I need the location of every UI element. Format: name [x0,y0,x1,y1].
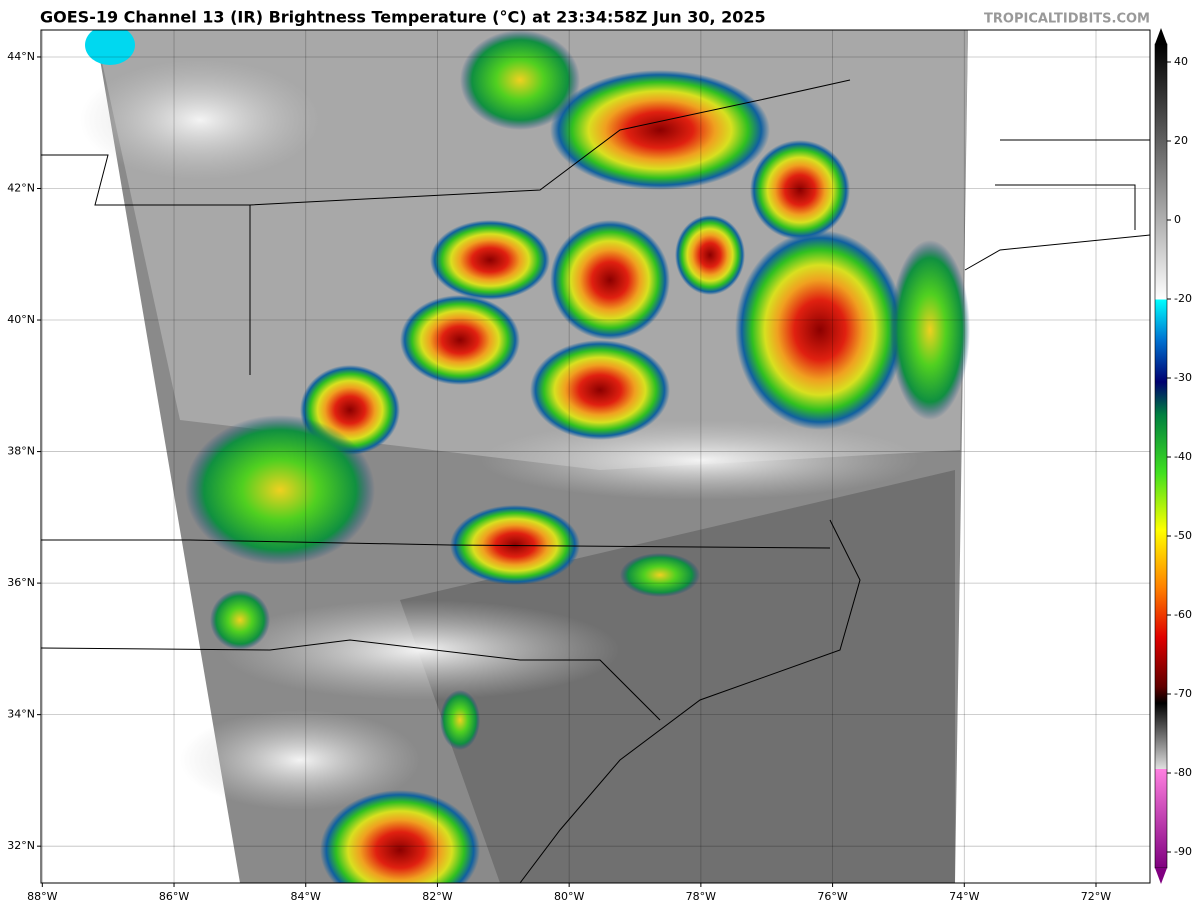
map-imagery [41,30,1150,883]
y-tick-label: 40°N [7,313,35,326]
colorbar [1154,43,1168,869]
y-tick-label: 32°N [7,839,35,852]
map-frame [40,29,1151,884]
x-tick-label: 74°W [949,890,979,903]
colorbar-tick-label: 40 [1174,55,1188,68]
colorbar-top-arrow [1155,28,1167,44]
x-tick-label: 78°W [686,890,716,903]
colorbar-tick-label: 20 [1174,134,1188,147]
x-tick-label: 80°W [554,890,584,903]
x-tick-label: 72°W [1081,890,1111,903]
y-tick-label: 38°N [7,445,35,458]
colorbar-tick-label: -50 [1174,529,1192,542]
colorbar-tick-label: -40 [1174,450,1192,463]
x-tick-label: 76°W [817,890,847,903]
colorbar-tick-label: -20 [1174,292,1192,305]
x-tick-label: 86°W [159,890,189,903]
colorbar-tick-label: -90 [1174,845,1192,858]
y-tick-label: 36°N [7,576,35,589]
watermark: TROPICALTIDBITS.COM [984,12,1150,27]
colorbar-tick-label: -70 [1174,687,1192,700]
colorbar-bottom-arrow [1155,868,1167,884]
colorbar-tick-label: 0 [1174,213,1181,226]
colorbar-tick-label: -80 [1174,766,1192,779]
y-tick-label: 42°N [7,181,35,194]
x-tick-label: 82°W [422,890,452,903]
colorbar-tick-label: -30 [1174,371,1192,384]
x-tick-label: 84°W [291,890,321,903]
colorbar-tick-label: -60 [1174,608,1192,621]
y-tick-label: 34°N [7,708,35,721]
x-tick-label: 88°W [27,890,57,903]
title: GOES-19 Channel 13 (IR) Brightness Tempe… [40,8,766,27]
y-tick-label: 44°N [7,50,35,63]
